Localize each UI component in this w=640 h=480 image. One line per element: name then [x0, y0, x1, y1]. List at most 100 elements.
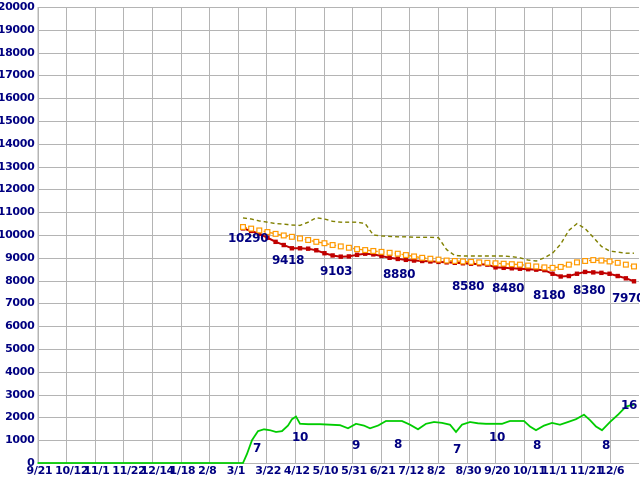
y-axis-tick-label: 19000 — [0, 22, 35, 36]
series-marker-price-mid — [557, 263, 564, 270]
series-marker-price-mid — [313, 238, 320, 245]
series-marker-price-main — [395, 256, 400, 262]
series-marker-price-main — [501, 265, 506, 271]
y-axis-tick-label: 13000 — [0, 159, 35, 173]
series-marker-price-mid — [622, 261, 629, 268]
data-point-label: 8580 — [452, 279, 485, 293]
x-axis-tick-label: 9/20 — [484, 464, 510, 477]
y-axis-tick-label: 11000 — [0, 205, 35, 219]
series-marker-price-main — [338, 254, 343, 259]
series-marker-price-mid — [549, 264, 556, 271]
y-axis-tick-label: 5000 — [5, 342, 35, 355]
series-marker-price-main — [517, 266, 523, 271]
series-line-volume-count — [37, 403, 635, 464]
y-axis-tick-label: 10000 — [0, 228, 35, 241]
data-point-label: 8180 — [533, 288, 566, 302]
data-point-label: 9103 — [320, 264, 353, 278]
series-marker-price-main — [591, 270, 596, 275]
x-axis-tick-label: 12/14 — [140, 464, 175, 477]
series-marker-price-main — [599, 270, 604, 276]
y-axis-tick-label: 2000 — [5, 410, 35, 424]
series-marker-price-mid — [240, 224, 247, 231]
series-marker-price-main — [297, 246, 303, 251]
x-axis-tick-label: 3/1 — [226, 464, 246, 477]
series-marker-price-main — [403, 257, 409, 263]
series-marker-price-mid — [378, 248, 385, 255]
y-axis-tick-label: 17000 — [0, 68, 35, 82]
series-marker-price-main — [550, 271, 555, 276]
grid-lines — [37, 7, 639, 464]
series-marker-price-mid — [533, 263, 540, 270]
series-marker-price-mid — [476, 259, 483, 266]
x-axis-tick-label: 10/12 — [55, 464, 89, 477]
x-axis-tick-label: 9/21 — [26, 464, 53, 477]
series-marker-price-main — [411, 258, 417, 263]
series-marker-price-mid — [256, 227, 263, 234]
series-marker-price-main — [525, 267, 531, 272]
series-marker-price-mid — [614, 259, 621, 266]
y-axis-tick-label: 0 — [27, 456, 35, 469]
series-marker-price-mid — [443, 257, 450, 264]
series-marker-price-mid — [582, 257, 589, 264]
series-marker-price-main — [281, 242, 286, 248]
y-axis-tick-label: 3000 — [5, 387, 35, 401]
series-marker-price-mid — [508, 261, 515, 268]
series-marker-price-mid — [484, 259, 491, 266]
x-axis-tick-label: 8/30 — [455, 464, 482, 477]
data-point-label: 8 — [533, 438, 542, 452]
y-axis-tick-label: 18000 — [0, 45, 35, 59]
series-marker-price-mid — [598, 257, 605, 264]
y-axis-tick-label: 15000 — [0, 114, 35, 127]
series-marker-price-mid — [451, 257, 458, 264]
y-axis-tick-label: 9000 — [5, 250, 35, 264]
data-point-label: 8880 — [383, 267, 416, 281]
series-marker-price-mid — [565, 261, 572, 268]
series-marker-price-main — [631, 279, 637, 284]
y-axis-tick-label: 7000 — [5, 296, 35, 310]
x-axis-tick-label: 10/11 — [512, 464, 546, 477]
series-marker-price-mid — [541, 264, 548, 271]
series-marker-price-mid — [264, 229, 271, 236]
data-point-label: 8380 — [573, 283, 606, 297]
series-marker-price-mid — [305, 237, 312, 244]
series-marker-price-mid — [435, 256, 442, 263]
series-marker-price-main — [362, 251, 368, 256]
x-axis-tick-label: 1/18 — [169, 464, 196, 477]
data-point-label: 10 — [489, 430, 506, 444]
series-marker-price-mid — [411, 253, 418, 260]
series-marker-price-mid — [272, 230, 279, 237]
x-axis-tick-label: 11/22 — [112, 464, 146, 477]
series-marker-price-mid — [468, 258, 475, 265]
x-axis-tick-label: 5/31 — [341, 464, 367, 477]
data-point-label: 7970 — [612, 291, 640, 305]
x-axis-tick-label: 11/1 — [83, 464, 110, 477]
x-axis-tick-label: 6/21 — [369, 464, 396, 477]
series-marker-price-main — [257, 231, 262, 237]
series-marker-price-main — [379, 253, 384, 259]
series-marker-price-mid — [459, 258, 466, 265]
series-marker-price-main — [289, 246, 295, 251]
series-marker-price-main — [371, 252, 376, 257]
series-marker-price-mid — [500, 260, 507, 267]
x-axis-tick-label: 3/22 — [255, 464, 282, 477]
data-point-label: 8 — [394, 437, 403, 451]
series-marker-price-main — [314, 248, 319, 253]
series-marker-price-mid — [354, 246, 361, 253]
series-marker-price-mid — [394, 250, 401, 257]
series-marker-price-mid — [345, 244, 352, 251]
series-marker-price-main — [566, 273, 572, 279]
series-marker-price-main — [582, 269, 588, 275]
y-axis-tick-label: 14000 — [0, 136, 35, 150]
series-marker-price-mid — [248, 225, 255, 232]
series-marker-price-mid — [337, 243, 344, 250]
y-axis-tick-label: 8000 — [5, 273, 35, 287]
x-axis-tick-label: 5/10 — [312, 464, 339, 477]
series-lines — [37, 216, 637, 464]
series-marker-price-mid — [630, 263, 637, 270]
y-axis-tick-label: 20000 — [0, 0, 35, 13]
data-point-label: 7 — [453, 442, 462, 456]
x-axis-tick-label: 7/12 — [398, 464, 425, 477]
y-axis-tick-label: 16000 — [0, 91, 35, 105]
